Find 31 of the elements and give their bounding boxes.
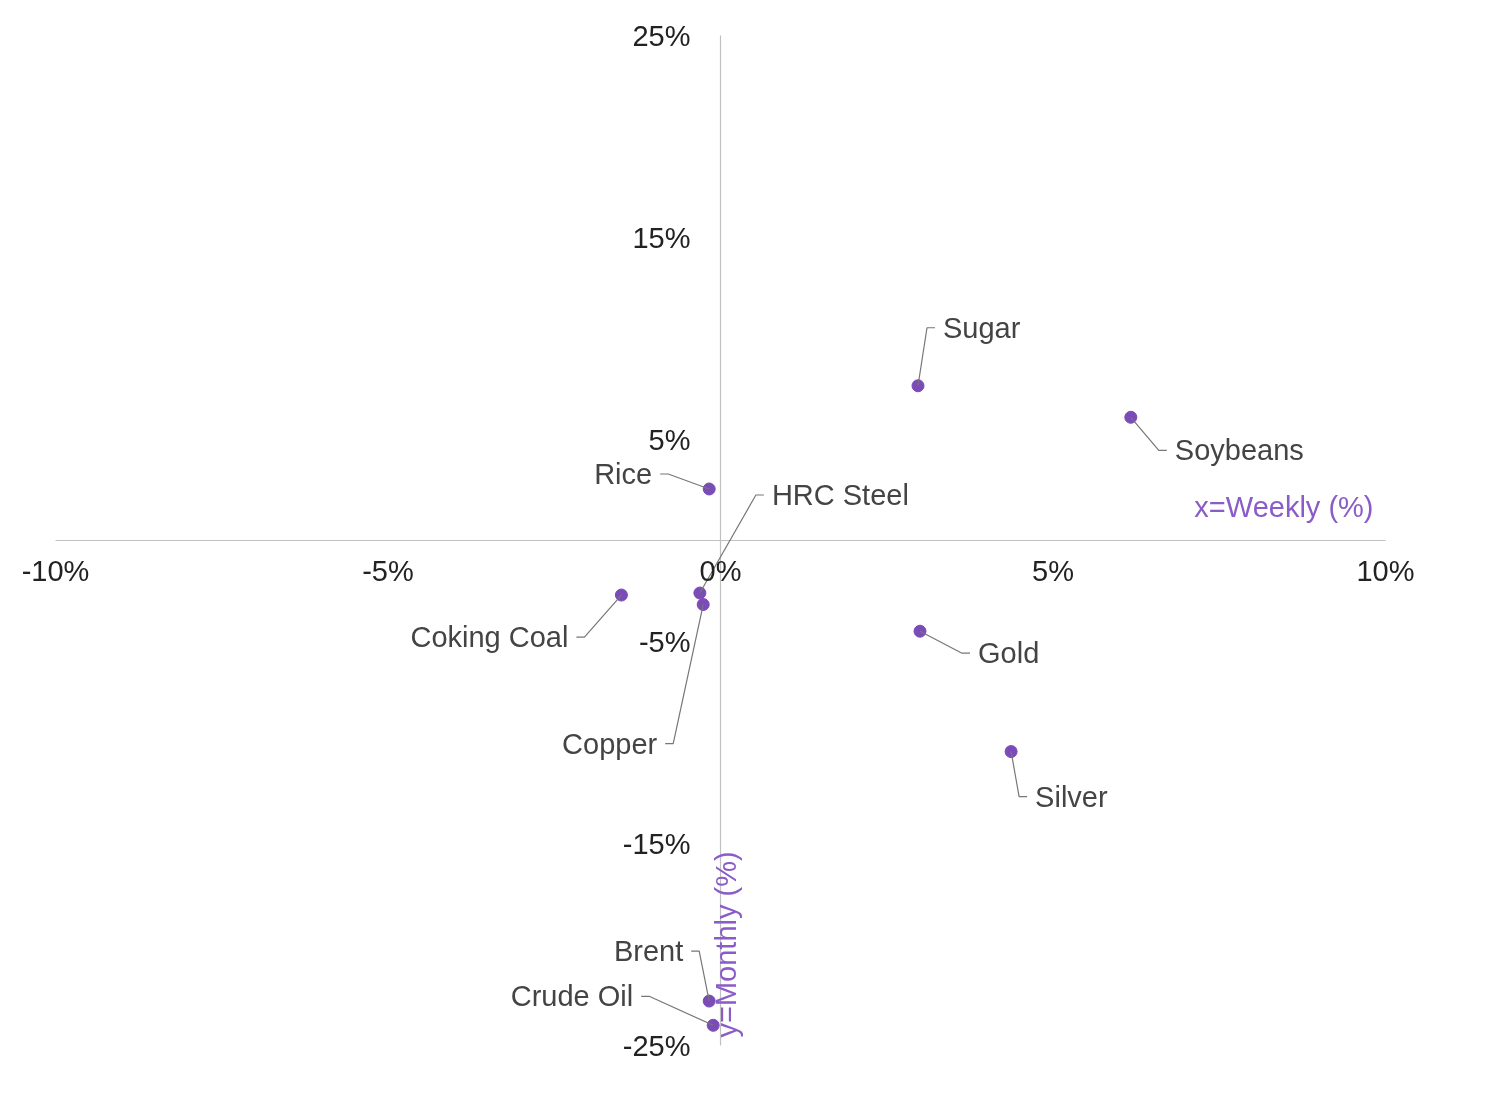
point [1004,745,1018,759]
annotation: Crude Oil [510,980,634,1013]
x-axis-title: x=Weekly (%) [1194,490,1374,523]
annotation: Gold [978,637,1040,670]
y-tick-label: -5% [638,625,691,658]
x-tick-label: 10% [1356,554,1415,587]
point [693,586,707,600]
y-tick-label: 5% [648,423,691,456]
y-tick-label: 25% [632,19,691,52]
x-tick-label: -10% [21,554,90,587]
point [614,588,628,602]
y-tick-label: 15% [632,221,691,254]
point [911,379,925,393]
x-tick-label: -5% [362,554,414,587]
point [913,624,927,638]
annotation: Soybeans [1174,434,1304,467]
y-tick-label: -25% [622,1029,691,1062]
annotation: Copper [562,727,658,760]
x-tick-label: 0% [699,554,742,587]
x-tick-label: 5% [1032,554,1074,587]
point [702,482,716,496]
annotation: Rice [594,457,653,490]
y-tick-label: -15% [622,827,691,860]
annotation: Silver [1035,780,1108,813]
point [1124,410,1138,424]
annotation: Sugar [943,311,1021,344]
y-axis-title: y=Monthly (%) [710,851,743,1038]
annotation: HRC Steel [771,479,909,512]
point [696,598,710,612]
annotation: Brent [613,935,684,968]
annotation: Coking Coal [410,621,569,654]
